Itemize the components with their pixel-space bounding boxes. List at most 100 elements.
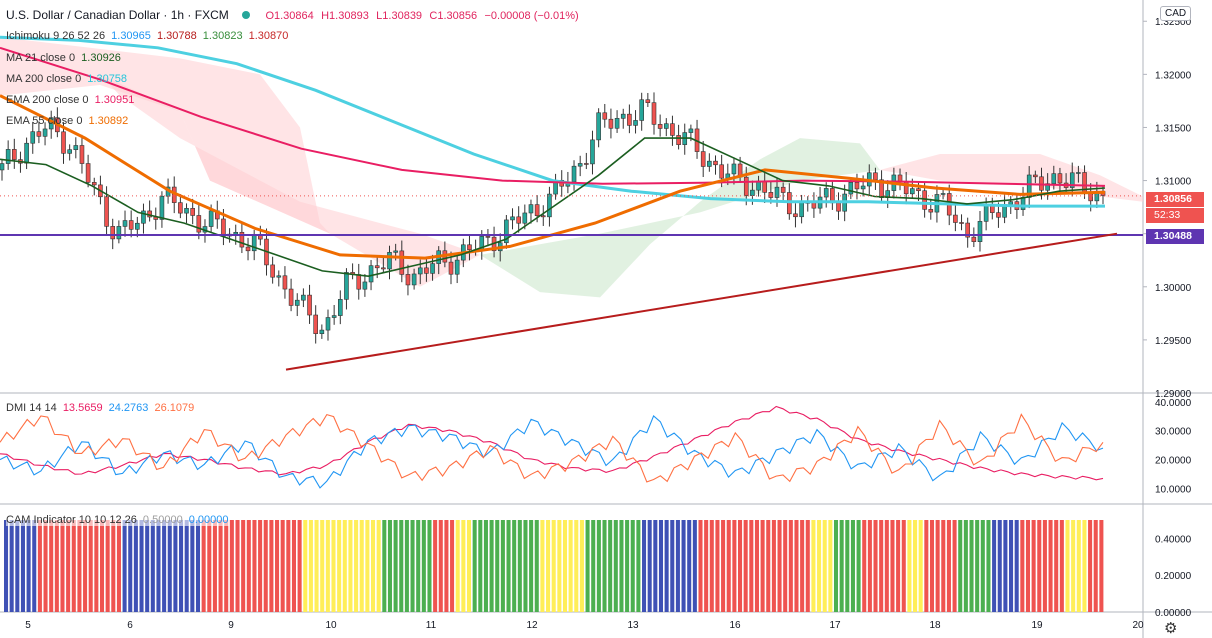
cam-bar [907,520,912,612]
cam-bar [738,520,743,612]
candle [337,299,343,316]
candle [762,180,768,193]
time-tick-label: 19 [1031,620,1043,631]
candle [178,202,183,214]
candle [411,273,417,286]
cam-bar [992,520,997,612]
candle [959,222,964,224]
cam-bar [1037,520,1042,612]
candle [1057,173,1063,184]
candle [922,190,927,210]
candle [627,113,632,126]
price-tick-label: 1.32500 [1155,17,1192,28]
legend-ma21[interactable]: MA 21 close 0 1.30926 [6,52,121,64]
legend-ma200[interactable]: MA 200 close 0 1.30758 [6,73,127,85]
cam-bar [732,520,737,612]
settings-gear-icon[interactable]: ⚙ [1164,620,1178,637]
legend-ema55[interactable]: EMA 55 close 0 1.30892 [6,115,128,127]
cam-bar [190,520,195,612]
cam-bar [461,520,466,612]
symbol-title[interactable]: U.S. Dollar / Canadian Dollar · 1h · FXC… [6,8,229,22]
legend-ma21-label: MA 21 close 0 [6,52,76,64]
candle [1020,197,1026,210]
ohlc-open: O1.30864 [265,10,314,22]
cam-bar [150,520,155,612]
ohlc-low: L1.30839 [376,10,423,22]
candle [30,131,36,144]
cam-bar [642,520,647,612]
candle [676,135,681,145]
time-tick-label: 9 [228,620,234,631]
cam-bar [489,520,494,612]
cam-bar [924,520,929,612]
cam-bar [1020,520,1025,612]
candle [362,281,368,290]
last-price-tag: 1.30856 [1146,192,1204,207]
legend-dmi[interactable]: DMI 14 14 13.5659 24.2763 26.1079 [6,402,194,414]
legend-ichimoku-v4: 1.30870 [248,30,289,42]
cam-bar [551,520,556,612]
price-tick-label: 1.32000 [1155,70,1192,81]
legend-ema200[interactable]: EMA 200 close 0 1.30951 [6,94,134,106]
ohlc-high: H1.30893 [321,10,369,22]
candle [743,176,749,196]
cam-bar [517,520,522,612]
candle [836,202,841,212]
symbol-header: U.S. Dollar / Canadian Dollar · 1h · FXC… [6,8,579,22]
time-tick-label: 13 [627,620,639,631]
candle [42,128,48,137]
cam-bar [320,520,325,612]
cam-bar [822,520,827,612]
cam-bar [529,520,534,612]
candle [135,222,140,230]
ma21-line [0,137,1106,278]
candle [965,222,970,238]
candle [424,267,429,274]
cam-bar [88,520,93,612]
cam-bar [523,520,528,612]
indicator-lines [0,35,1143,371]
currency-badge[interactable]: CAD [1160,6,1192,21]
cam-bar [664,520,669,612]
legend-cam[interactable]: CAM Indicator 10 10 12 26 0.50000 0.0000… [6,514,229,526]
candle [750,189,755,196]
candle [1082,172,1087,194]
candle [590,139,595,165]
cam-bar [286,520,291,612]
candles [0,92,1106,344]
candle [79,145,85,164]
cam-bar [1031,520,1036,612]
cam-bar [1025,520,1030,612]
cam-bar [540,520,545,612]
cam-bar [111,520,116,612]
time-tick-label: 6 [127,620,133,631]
cam-bar [986,520,991,612]
cam-bar [269,520,274,612]
candle [608,118,614,129]
cam-bar [1042,520,1047,612]
legend-ichimoku-label: Ichimoku 9 26 52 26 [6,30,106,42]
candle [928,209,934,213]
cam-bar [619,520,624,612]
candle [657,124,663,129]
time-tick-label: 16 [729,620,741,631]
cam-bar [49,520,54,612]
cam-bar [128,520,133,612]
cam-bar [438,520,443,612]
cam-bar [975,520,980,612]
candle [239,231,245,248]
candle [633,120,638,126]
candle [602,112,608,120]
candle [953,214,958,223]
cam-bar [963,520,968,612]
cam-bar [546,520,551,612]
candle [116,226,122,240]
legend-dmi-v2: 24.2763 [108,402,149,414]
dmi-line-adx [0,405,1104,481]
candle [368,265,374,283]
legend-ichimoku[interactable]: Ichimoku 9 26 52 26 1.30965 1.30788 1.30… [6,30,288,42]
cam-bar [404,520,409,612]
candle [282,275,288,290]
cam-bar [867,520,872,612]
